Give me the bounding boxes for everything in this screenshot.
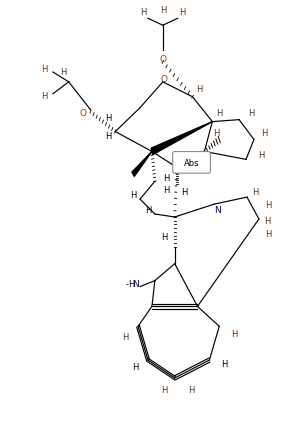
Text: H: H [130,190,136,199]
Text: H: H [122,332,128,341]
Text: H: H [162,233,168,242]
Polygon shape [151,122,212,155]
Text: H: H [162,385,168,395]
Text: H: H [140,8,146,17]
Text: N: N [132,279,138,289]
Text: H: H [160,6,166,15]
Text: H: H [105,114,112,123]
FancyBboxPatch shape [173,152,210,174]
Text: N: N [214,205,221,214]
Text: H: H [164,173,170,182]
Text: H: H [266,230,272,239]
Text: H: H [196,85,203,94]
Text: H: H [264,217,270,226]
Text: H: H [231,329,237,338]
Text: H: H [128,279,135,289]
Polygon shape [132,152,152,177]
Text: H: H [41,92,47,101]
Text: H: H [266,200,272,209]
Text: H: H [188,385,195,395]
Text: H: H [41,65,47,74]
Text: H: H [164,185,170,194]
Text: H: H [181,187,188,196]
Text: H: H [216,109,223,118]
Text: H: H [145,205,151,214]
Text: O: O [159,54,166,63]
Text: H: H [252,187,258,196]
Text: -: - [126,279,129,289]
Text: H: H [105,132,112,141]
Text: H: H [221,359,227,368]
Text: H: H [61,68,67,77]
Text: O: O [79,109,86,118]
Text: H: H [258,151,264,160]
Text: O: O [160,75,167,84]
Text: H: H [261,129,267,138]
Text: H: H [179,8,186,17]
Text: Abs: Abs [184,158,199,168]
Text: H: H [213,129,219,138]
Text: H: H [248,109,254,118]
Text: H: H [132,362,138,371]
